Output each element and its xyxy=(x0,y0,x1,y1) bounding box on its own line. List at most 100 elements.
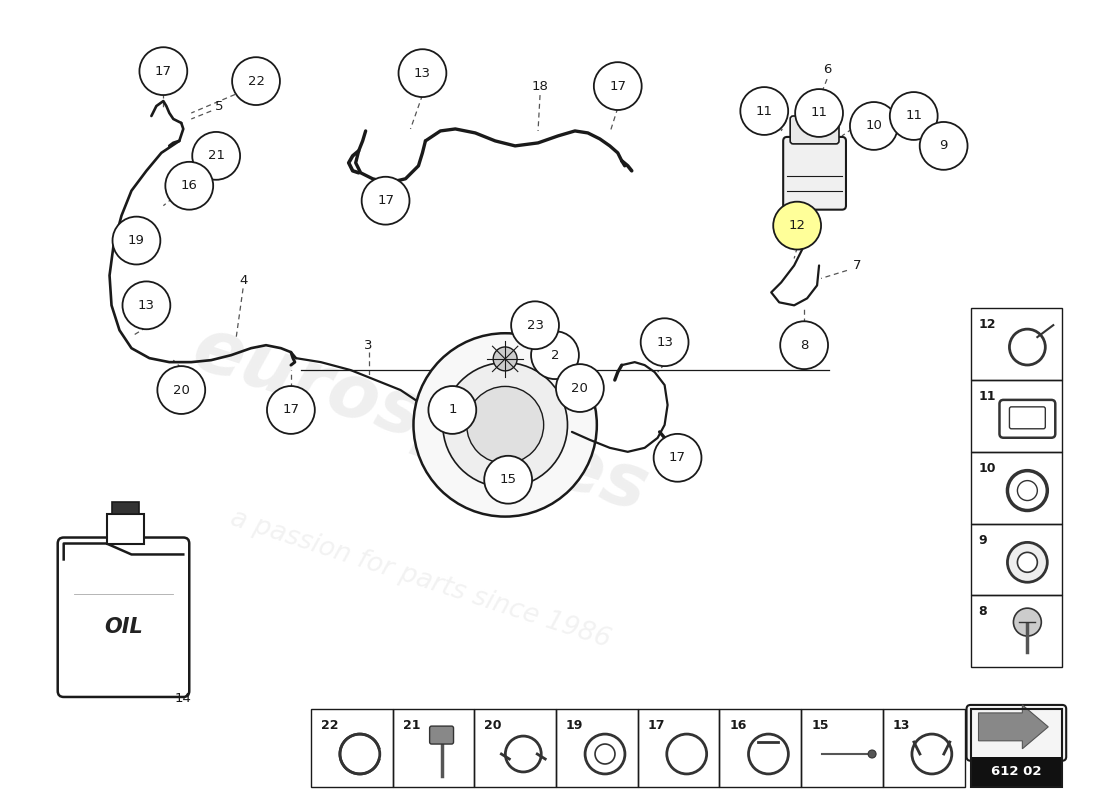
Text: 11: 11 xyxy=(756,105,773,118)
Text: 2: 2 xyxy=(551,349,559,362)
Polygon shape xyxy=(64,543,184,559)
FancyBboxPatch shape xyxy=(57,538,189,697)
Circle shape xyxy=(780,322,828,369)
Circle shape xyxy=(795,89,843,137)
FancyBboxPatch shape xyxy=(790,116,839,144)
Text: 19: 19 xyxy=(128,234,145,247)
Text: 13: 13 xyxy=(138,299,155,312)
Bar xyxy=(311,709,393,786)
Bar xyxy=(474,709,556,786)
Circle shape xyxy=(1013,608,1042,636)
Text: 12: 12 xyxy=(979,318,996,331)
Text: 10: 10 xyxy=(979,462,996,474)
Circle shape xyxy=(267,386,315,434)
Bar xyxy=(719,709,801,786)
Circle shape xyxy=(232,57,279,105)
Circle shape xyxy=(594,62,641,110)
Bar xyxy=(111,502,140,514)
Circle shape xyxy=(362,177,409,225)
Polygon shape xyxy=(979,705,1048,749)
Text: 21: 21 xyxy=(403,719,420,732)
Text: 9: 9 xyxy=(939,139,948,152)
Circle shape xyxy=(740,87,789,135)
Text: 20: 20 xyxy=(484,719,502,732)
Text: 6: 6 xyxy=(823,62,832,76)
Text: eurospares: eurospares xyxy=(184,312,657,528)
Circle shape xyxy=(1008,542,1047,582)
Circle shape xyxy=(512,302,559,349)
Text: 13: 13 xyxy=(656,336,673,349)
Bar xyxy=(970,757,1063,786)
Text: 19: 19 xyxy=(565,719,583,732)
Text: 11: 11 xyxy=(811,106,827,119)
Text: 9: 9 xyxy=(979,534,987,546)
Circle shape xyxy=(157,366,206,414)
FancyBboxPatch shape xyxy=(430,726,453,744)
Circle shape xyxy=(531,331,579,379)
Text: 22: 22 xyxy=(248,74,264,88)
Bar xyxy=(801,709,883,786)
Circle shape xyxy=(850,102,898,150)
Circle shape xyxy=(140,47,187,95)
Bar xyxy=(970,308,1063,380)
Text: 4: 4 xyxy=(239,274,248,287)
Text: 8: 8 xyxy=(800,338,808,352)
Text: 22: 22 xyxy=(321,719,339,732)
Text: 16: 16 xyxy=(729,719,747,732)
Text: 12: 12 xyxy=(789,219,805,232)
Bar xyxy=(810,109,821,119)
Circle shape xyxy=(192,132,240,180)
Text: 7: 7 xyxy=(852,259,861,272)
Bar xyxy=(556,709,638,786)
Circle shape xyxy=(443,362,568,487)
FancyBboxPatch shape xyxy=(967,705,1066,761)
Text: OIL: OIL xyxy=(104,618,143,638)
Text: 20: 20 xyxy=(572,382,588,394)
Text: 11: 11 xyxy=(979,390,996,403)
Circle shape xyxy=(773,202,821,250)
Text: 612 02: 612 02 xyxy=(991,766,1042,778)
Circle shape xyxy=(398,50,447,97)
Circle shape xyxy=(484,456,532,504)
Text: 17: 17 xyxy=(155,65,172,78)
Text: 15: 15 xyxy=(811,719,828,732)
Circle shape xyxy=(112,217,161,265)
Bar xyxy=(970,452,1063,523)
Circle shape xyxy=(414,334,597,517)
Bar xyxy=(638,709,719,786)
Circle shape xyxy=(122,282,170,330)
Bar xyxy=(970,380,1063,452)
Bar xyxy=(970,709,1063,786)
Text: 11: 11 xyxy=(905,110,922,122)
Text: 1: 1 xyxy=(448,403,456,417)
Text: 14: 14 xyxy=(175,693,191,706)
Text: 16: 16 xyxy=(180,179,198,192)
Circle shape xyxy=(428,386,476,434)
Text: 13: 13 xyxy=(414,66,431,80)
Bar xyxy=(107,514,144,543)
Text: 17: 17 xyxy=(609,79,626,93)
Circle shape xyxy=(165,162,213,210)
FancyBboxPatch shape xyxy=(783,137,846,210)
Text: 18: 18 xyxy=(531,79,549,93)
Text: 8: 8 xyxy=(979,606,987,618)
Text: 13: 13 xyxy=(893,719,910,732)
Circle shape xyxy=(868,750,876,758)
Text: a passion for parts since 1986: a passion for parts since 1986 xyxy=(227,506,614,654)
Text: 10: 10 xyxy=(866,119,882,133)
Bar xyxy=(883,709,965,786)
Circle shape xyxy=(890,92,937,140)
Text: 5: 5 xyxy=(214,99,223,113)
Circle shape xyxy=(920,122,968,170)
Bar xyxy=(970,595,1063,667)
Text: 17: 17 xyxy=(377,194,394,207)
Text: 15: 15 xyxy=(499,474,517,486)
Bar xyxy=(970,523,1063,595)
Circle shape xyxy=(1018,552,1037,572)
Circle shape xyxy=(466,386,543,463)
Text: 23: 23 xyxy=(527,318,543,332)
Circle shape xyxy=(493,347,517,371)
Text: 17: 17 xyxy=(669,451,686,464)
Text: 21: 21 xyxy=(208,150,224,162)
Circle shape xyxy=(640,318,689,366)
